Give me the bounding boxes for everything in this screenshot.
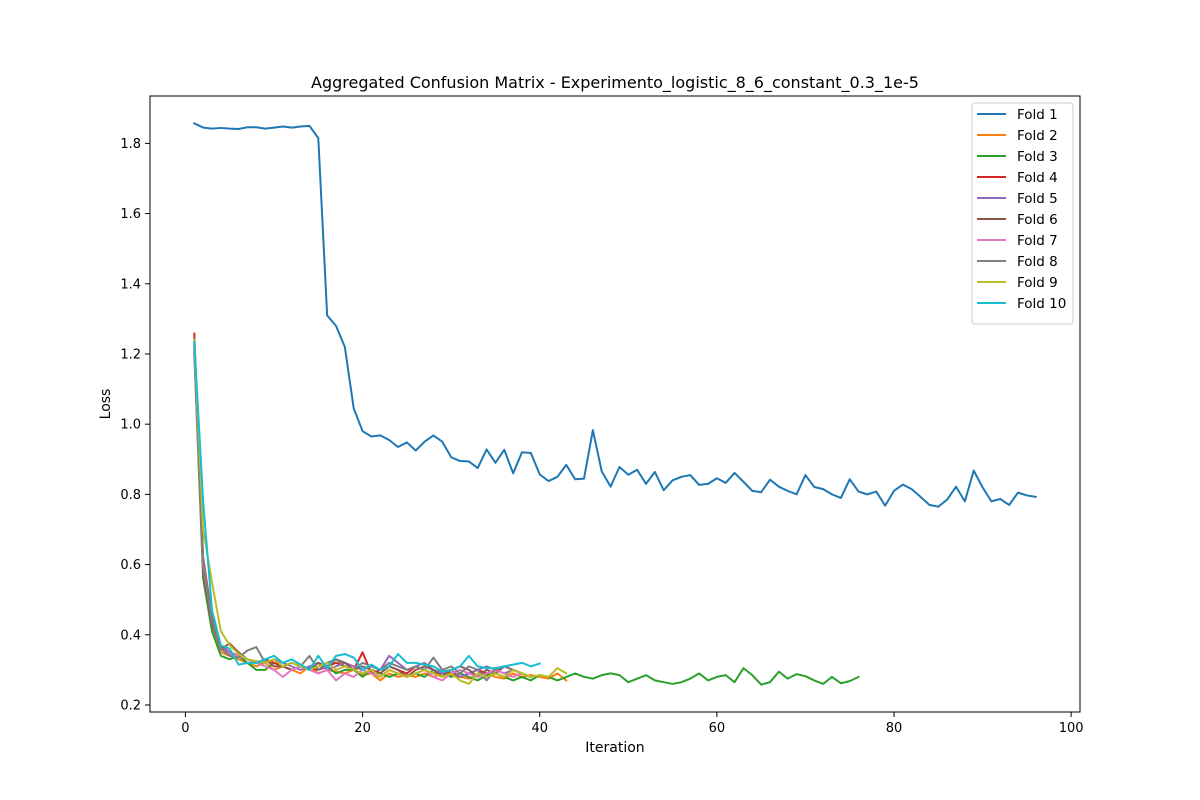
legend-label: Fold 2 xyxy=(1017,128,1058,144)
series-line-fold-10 xyxy=(193,340,541,673)
legend-label: Fold 10 xyxy=(1017,296,1066,312)
y-axis: 0.2 0.4 0.6 0.8 1.0 1.2 1.4 1.6 1.8 xyxy=(120,137,150,713)
legend-label: Fold 3 xyxy=(1017,149,1058,165)
legend-label: Fold 6 xyxy=(1017,212,1058,228)
x-tick-label: 40 xyxy=(531,721,548,736)
chart-title: Aggregated Confusion Matrix - Experiment… xyxy=(311,73,919,93)
y-tick-label: 1.0 xyxy=(120,418,141,433)
x-tick-label: 100 xyxy=(1059,721,1084,736)
y-tick-label: 1.6 xyxy=(120,207,141,222)
plot-area xyxy=(192,122,1037,686)
legend: Fold 1 Fold 2 Fold 3 Fold 4 Fold 5 Fold 6 Fold… xyxy=(971,102,1074,325)
legend-label: Fold 7 xyxy=(1017,233,1058,249)
x-tick-label: 0 xyxy=(181,721,189,736)
y-tick-label: 1.4 xyxy=(120,277,141,292)
y-axis-label: Loss xyxy=(98,389,114,420)
y-tick-label: 0.6 xyxy=(120,558,141,573)
y-tick-label: 0.4 xyxy=(120,628,141,643)
legend-label: Fold 1 xyxy=(1017,107,1058,123)
legend-label: Fold 8 xyxy=(1017,254,1058,270)
x-tick-label: 80 xyxy=(886,721,903,736)
y-tick-label: 0.8 xyxy=(120,488,141,503)
series-line-fold-9 xyxy=(193,338,568,685)
series-line-fold-8 xyxy=(193,344,524,682)
y-tick-label: 0.2 xyxy=(120,698,141,713)
y-tick-label: 1.8 xyxy=(120,137,141,152)
x-tick-label: 20 xyxy=(354,721,371,736)
legend-label: Fold 5 xyxy=(1017,191,1058,207)
legend-label: Fold 4 xyxy=(1017,170,1058,186)
y-tick-label: 1.2 xyxy=(120,347,141,362)
x-tick-label: 60 xyxy=(709,721,726,736)
series-line-fold-1 xyxy=(192,122,1037,508)
axes-frame xyxy=(149,95,1081,713)
x-axis-label: Iteration xyxy=(585,740,644,756)
legend-label: Fold 9 xyxy=(1017,275,1058,291)
legend-box xyxy=(971,102,1074,325)
series-line-fold-2 xyxy=(193,342,568,682)
x-axis: 0 20 40 60 80 100 xyxy=(181,712,1084,736)
